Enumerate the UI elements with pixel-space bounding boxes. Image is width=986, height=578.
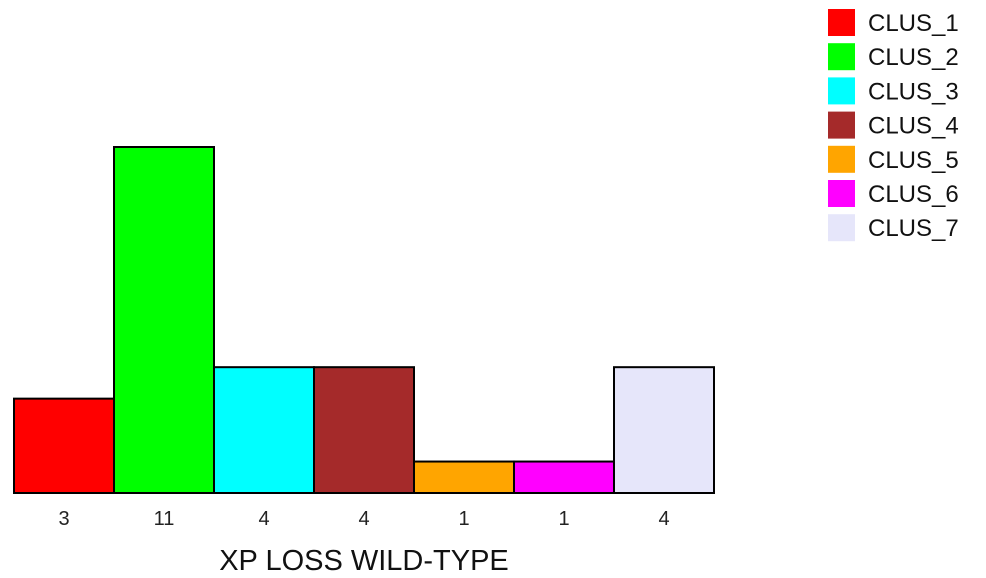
legend-swatch [828,9,855,36]
bar-clus-5 [413,460,515,494]
bar-value-labels: 3 11 4 4 1 1 4 [58,508,669,530]
bar-clus-1 [13,397,115,494]
bar-value-label: 1 [458,508,469,530]
legend-swatch [828,180,855,207]
legend: CLUS_1 CLUS_2 CLUS_3 CLUS_4 CLUS_5 CLUS_6 CLUS… [828,9,959,242]
legend-entry-label: CLUS_2 [868,44,959,71]
legend-swatch [828,43,855,71]
legend-entry-label: CLUS_7 [868,215,959,242]
bar-value-label: 4 [258,508,269,530]
x-axis-label: XP LOSS WILD-TYPE [219,545,509,577]
legend-entry-label: CLUS_6 [868,181,959,208]
legend-swatch [828,77,855,105]
bar-clus-3 [213,366,315,495]
legend-entry-label: CLUS_5 [868,147,959,174]
bar-clus-2 [113,146,215,494]
legend-swatch [828,111,855,139]
legend-swatch [828,214,855,242]
bar-value-label: 11 [154,508,175,530]
legend-entry-label: CLUS_1 [868,10,959,37]
bar-value-label: 4 [358,508,369,530]
bar-clus-6 [513,460,615,494]
bar-clus-7 [613,366,715,495]
bar-clus-4 [313,366,415,495]
legend-entry-label: CLUS_3 [868,78,959,105]
bar-value-label: 4 [658,508,669,530]
legend-entry-label: CLUS_4 [868,113,959,140]
legend-swatch [828,145,855,173]
bar-value-label: 1 [558,508,569,530]
bars-group [13,146,715,495]
bar-value-label: 3 [58,508,69,530]
